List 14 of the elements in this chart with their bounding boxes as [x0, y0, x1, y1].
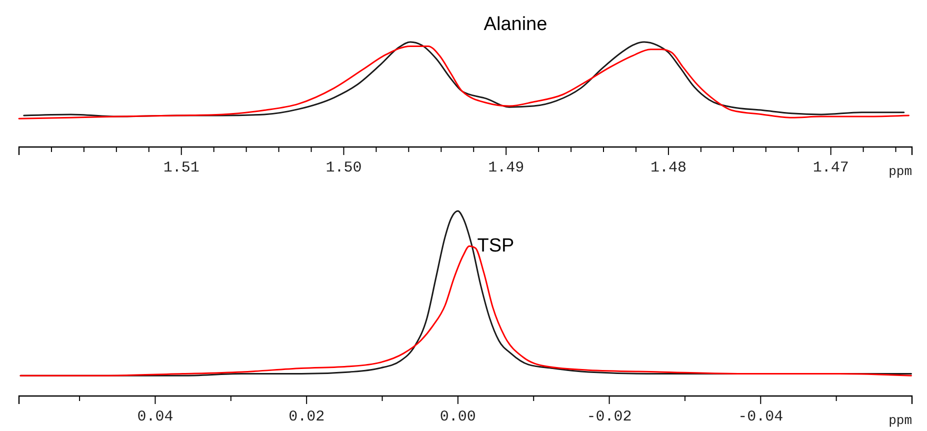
x-axis-title: ppm: [888, 413, 912, 428]
x-tick-label: 0.02: [288, 408, 325, 426]
x-tick-label: 1.51: [163, 160, 200, 177]
x-tick-label: 1.47: [812, 160, 849, 177]
x-tick-label: 1.49: [488, 160, 524, 177]
x-tick-label: 0.04: [137, 408, 174, 426]
x-tick-label: 1.48: [650, 160, 686, 177]
text: Alanine: [484, 14, 548, 35]
x-tick-label: -0.04: [738, 408, 784, 426]
x-axis-title: ppm: [888, 164, 912, 179]
annotation: TSP: [477, 236, 514, 257]
x-tick-label: 0.00: [440, 408, 476, 426]
x-tick-label: 1.50: [326, 160, 362, 177]
x-tick-label: -0.02: [586, 408, 632, 426]
